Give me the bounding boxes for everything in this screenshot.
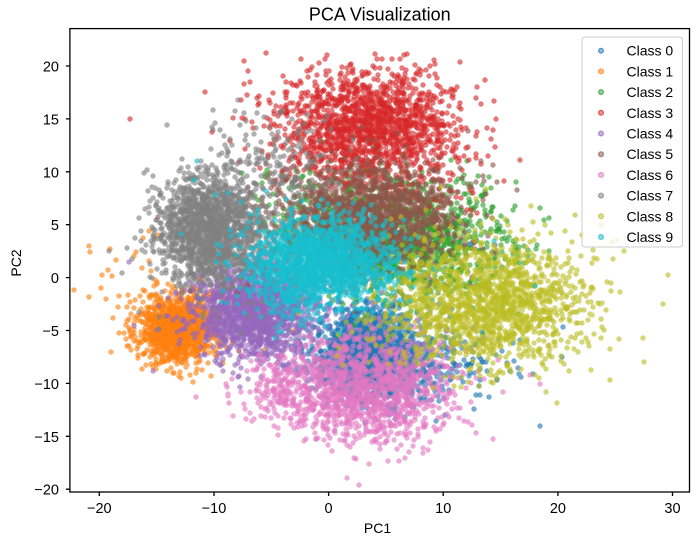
svg-text:−10: −10 bbox=[34, 377, 59, 393]
svg-text:Class 5: Class 5 bbox=[627, 146, 674, 162]
svg-text:Class 4: Class 4 bbox=[627, 126, 674, 142]
svg-text:Class 6: Class 6 bbox=[627, 167, 674, 183]
svg-text:Class 9: Class 9 bbox=[627, 229, 674, 245]
svg-text:−15: −15 bbox=[34, 430, 59, 446]
svg-text:10: 10 bbox=[43, 165, 59, 181]
svg-text:−20: −20 bbox=[87, 501, 112, 517]
svg-text:−10: −10 bbox=[202, 501, 227, 517]
svg-text:Class 7: Class 7 bbox=[627, 188, 674, 204]
svg-text:5: 5 bbox=[51, 218, 59, 234]
svg-text:PC1: PC1 bbox=[364, 520, 391, 536]
svg-text:Class 0: Class 0 bbox=[627, 43, 674, 59]
svg-text:PC2: PC2 bbox=[8, 249, 24, 276]
svg-text:PCA Visualization: PCA Visualization bbox=[309, 5, 451, 25]
svg-text:20: 20 bbox=[550, 501, 566, 517]
svg-text:10: 10 bbox=[435, 501, 451, 517]
svg-text:0: 0 bbox=[51, 271, 59, 287]
svg-text:Class 3: Class 3 bbox=[627, 105, 674, 121]
svg-text:0: 0 bbox=[325, 501, 333, 517]
svg-text:30: 30 bbox=[664, 501, 680, 517]
svg-text:Class 2: Class 2 bbox=[627, 84, 674, 100]
svg-text:20: 20 bbox=[43, 60, 59, 76]
svg-text:15: 15 bbox=[43, 112, 59, 128]
svg-text:Class 8: Class 8 bbox=[627, 208, 674, 224]
svg-text:Class 1: Class 1 bbox=[627, 63, 674, 79]
svg-text:−20: −20 bbox=[34, 483, 59, 499]
svg-text:−5: −5 bbox=[42, 324, 59, 340]
